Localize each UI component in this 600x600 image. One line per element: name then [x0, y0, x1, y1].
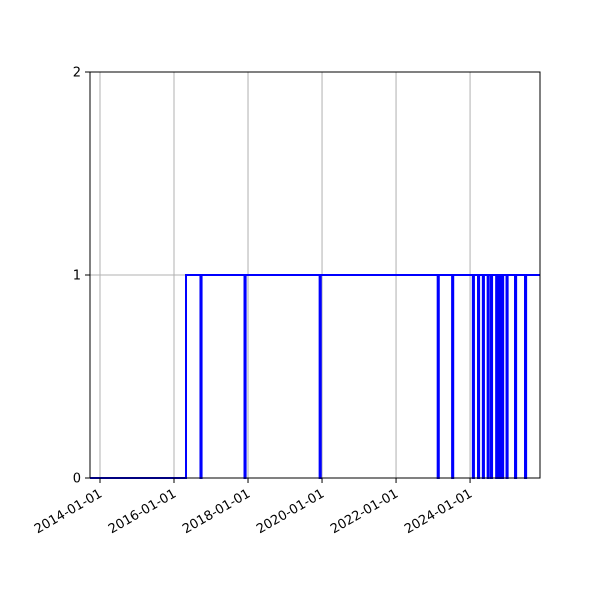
- data-line: [90, 274, 540, 479]
- y-tick-label: 0: [73, 472, 81, 487]
- y-tick-label: 1: [73, 269, 81, 284]
- x-tick-label: 2022-01-01: [328, 486, 401, 537]
- x-tick-label: 2014-01-01: [32, 486, 105, 537]
- x-tick-label: 2018-01-01: [180, 486, 253, 537]
- x-tick-label: 2024-01-01: [402, 486, 475, 537]
- x-tick-label: 2016-01-01: [106, 486, 179, 537]
- y-tick-label: 2: [73, 66, 81, 81]
- x-tick-label: 2020-01-01: [254, 486, 327, 537]
